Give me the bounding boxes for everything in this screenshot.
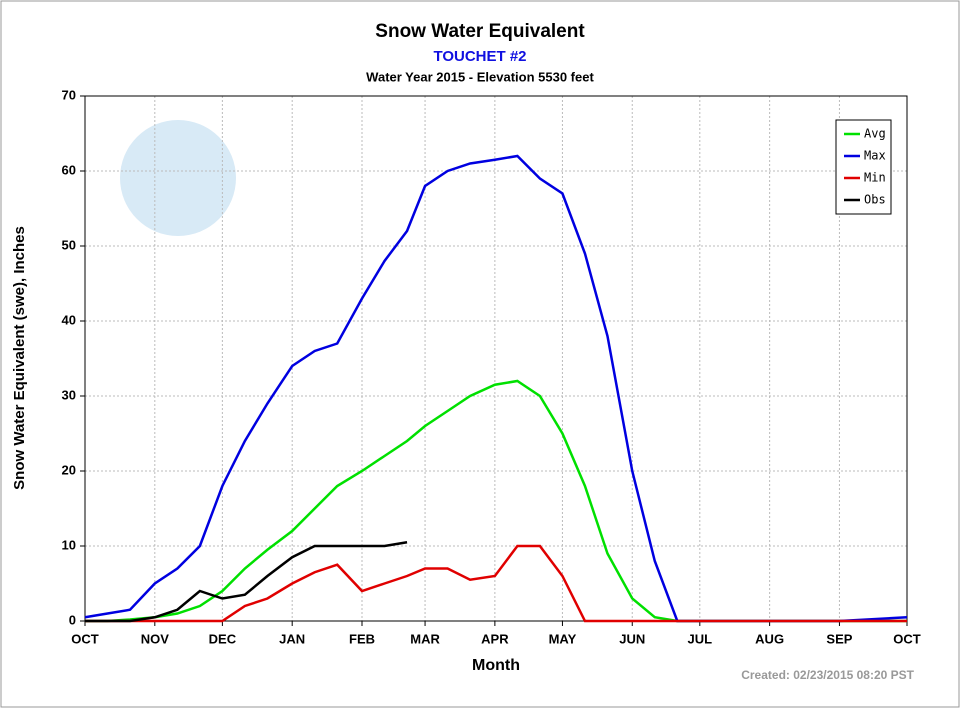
plot-border [84,95,908,622]
x-tick-label: FEB [349,631,375,646]
x-tick-label: OCT [71,631,99,646]
legend-label: Obs [864,193,886,207]
x-tick-label: JAN [279,631,305,646]
legend-label: Min [864,171,886,185]
chart-subtitle: TOUCHET #2 [433,48,526,65]
legend-label: Avg [864,127,886,141]
series-line [85,544,907,623]
y-tick-label: 20 [62,462,76,477]
x-tick-label: MAR [410,631,440,646]
x-tick-label: AUG [755,631,784,646]
x-tick-label: NOV [141,631,170,646]
x-axis-label: Month [472,657,520,674]
series-line [85,379,907,623]
y-tick-label: 50 [62,237,76,252]
chart-subtitle2: Water Year 2015 - Elevation 5530 feet [366,69,594,84]
legend-box [835,119,892,215]
y-tick-label: 40 [62,312,76,327]
series-line [85,541,408,623]
legend-label: Max [864,149,886,163]
y-tick-label: 70 [62,87,76,102]
x-tick-label: OCT [893,631,921,646]
x-tick-label: JUN [619,631,645,646]
x-tick-label: DEC [209,631,237,646]
chart-title: Snow Water Equivalent [375,21,585,42]
y-axis-label: Snow Water Equivalent (swe), Inches [11,226,28,490]
y-tick-label: 0 [69,612,76,627]
footnote: Created: 02/23/2015 08:20 PST [741,668,914,682]
x-tick-label: SEP [826,631,852,646]
y-tick-label: 60 [62,162,76,177]
x-tick-label: MAY [549,631,577,646]
y-tick-label: 10 [62,537,76,552]
x-tick-label: APR [481,631,509,646]
y-tick-label: 30 [62,387,76,402]
series-line [84,154,908,623]
logo [120,120,236,236]
x-tick-label: JUL [688,631,713,646]
